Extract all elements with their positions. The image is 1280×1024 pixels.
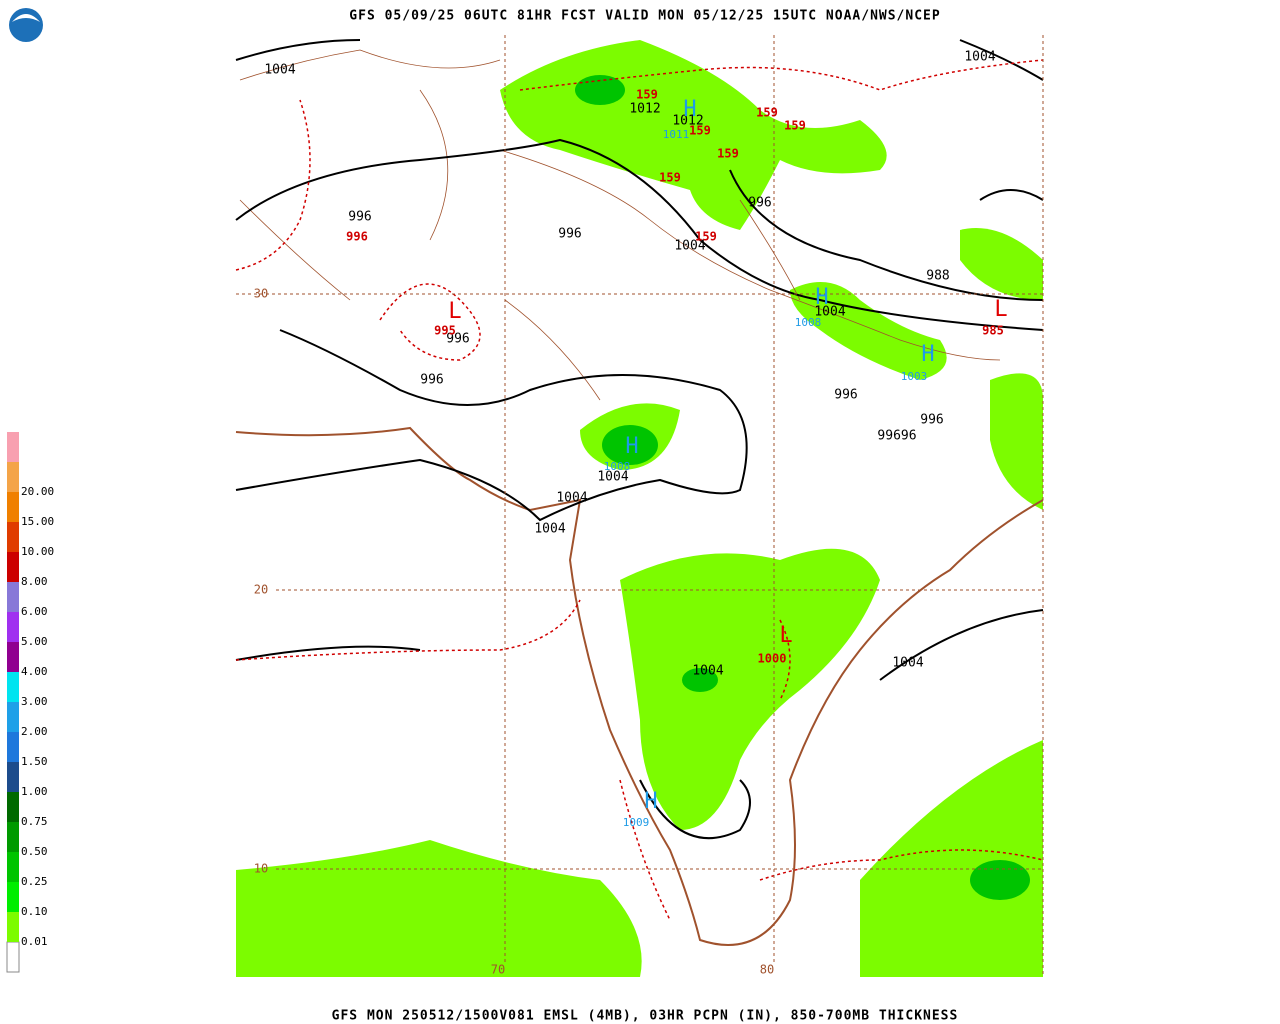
pressure-label: 996	[834, 388, 857, 403]
lat-label: 10	[254, 862, 268, 876]
legend: 0.01 0.10 0.25 0.50 0.75 1.00 1.50 2.00 3.00 4.00…	[6, 432, 54, 973]
pressure-label: 1004	[534, 522, 565, 537]
legend-label: 20.00	[21, 485, 54, 498]
thickness-label: 1000	[758, 652, 787, 666]
pressure-label: 1012	[672, 114, 703, 129]
legend-swatch	[7, 822, 19, 852]
borders	[235, 49, 1044, 946]
pressure-label: 1004	[892, 656, 923, 671]
pressure-label: 988	[926, 269, 949, 284]
legend-label: 8.00	[21, 575, 48, 588]
graticule	[236, 35, 1044, 977]
legend-swatch	[7, 732, 19, 762]
legend-swatch	[7, 552, 19, 582]
pressure-label: 996	[446, 332, 469, 347]
high-symbol: H	[921, 342, 934, 367]
legend-label: 5.00	[21, 635, 48, 648]
thickness-label: 159	[636, 88, 658, 102]
legend-swatch	[7, 882, 19, 912]
high-symbol: H	[815, 285, 828, 310]
legend-swatch	[7, 792, 19, 822]
high-value: 1011	[663, 128, 690, 141]
legend-swatch	[7, 852, 19, 882]
pressure-label: 996	[920, 413, 943, 428]
thickness-label: 985	[982, 324, 1004, 338]
thickness-label: 159	[784, 119, 806, 133]
pressure-label: 1004	[597, 470, 628, 485]
low-symbol: L	[779, 623, 792, 648]
noaa-logo-bird	[12, 14, 40, 22]
legend-swatch	[7, 582, 19, 612]
legend-label: 0.10	[21, 905, 48, 918]
legend-label: 10.00	[21, 545, 54, 558]
high-value: 1003	[901, 370, 928, 383]
pressure-label: 996	[420, 373, 443, 388]
legend-label: 0.01	[21, 935, 48, 948]
isobars	[235, 39, 1044, 840]
pressure-label: 996	[348, 210, 371, 225]
pressure-label: 1004	[692, 664, 723, 679]
high-symbol: H	[625, 434, 638, 459]
pressure-label: 1004	[814, 305, 845, 320]
low-symbol: L	[448, 299, 461, 324]
pressure-label: 1012	[629, 102, 660, 117]
legend-swatch	[7, 492, 19, 522]
thickness-lines	[235, 59, 1044, 921]
low-symbol: L	[994, 297, 1007, 322]
pressure-label: 1004	[556, 491, 587, 506]
legend-label: 15.00	[21, 515, 54, 528]
map-area	[236, 35, 1043, 977]
title: GFS 05/09/25 06UTC 81HR FCST VALID MON 0…	[349, 9, 940, 24]
thickness-label: 996	[346, 230, 368, 244]
thickness-label: 159	[695, 230, 717, 244]
footer-caption: GFS MON 250512/1500V081 EMSL (4MB), 03HR…	[332, 1009, 959, 1024]
thickness-label: 995	[434, 324, 456, 338]
legend-label: 0.50	[21, 845, 48, 858]
legend-label: 1.00	[21, 785, 48, 798]
legend-label: 6.00	[21, 605, 48, 618]
lat-label: 20	[254, 583, 268, 597]
pressure-label: 996	[558, 227, 581, 242]
pressure-label: 996	[748, 196, 771, 211]
pressure-label: 99696	[877, 429, 916, 444]
pressure-label: 1004	[264, 63, 295, 78]
legend-label: 0.75	[21, 815, 48, 828]
legend-swatch	[7, 672, 19, 702]
thickness-label: 159	[659, 171, 681, 185]
legend-swatch	[7, 522, 19, 552]
high-symbol: H	[683, 97, 696, 122]
legend-label: 0.25	[21, 875, 48, 888]
legend-swatch	[7, 432, 19, 462]
high-value: 1008	[604, 460, 631, 473]
legend-label: 2.00	[21, 725, 48, 738]
legend-swatch	[7, 702, 19, 732]
legend-swatch	[6, 941, 20, 973]
legend-label: 3.00	[21, 695, 48, 708]
legend-swatch	[7, 462, 19, 492]
legend-label: 4.00	[21, 665, 48, 678]
legend-swatch	[7, 642, 19, 672]
high-value: 1008	[795, 316, 822, 329]
pressure-label: 1004	[674, 239, 705, 254]
thickness-label: 159	[717, 147, 739, 161]
thickness-label: 159	[756, 106, 778, 120]
pressure-label: 1004	[964, 50, 995, 65]
high-value: 1009	[623, 816, 650, 829]
high-symbol: H	[644, 789, 657, 814]
legend-label: 1.50	[21, 755, 48, 768]
lon-label: 70	[491, 963, 505, 977]
lat-label: 30	[254, 287, 268, 301]
legend-swatch	[7, 612, 19, 642]
lon-label: 80	[760, 963, 774, 977]
legend-swatch	[7, 762, 19, 792]
legend-swatch	[7, 912, 19, 942]
thickness-label: 159	[689, 124, 711, 138]
noaa-logo	[9, 8, 43, 42]
